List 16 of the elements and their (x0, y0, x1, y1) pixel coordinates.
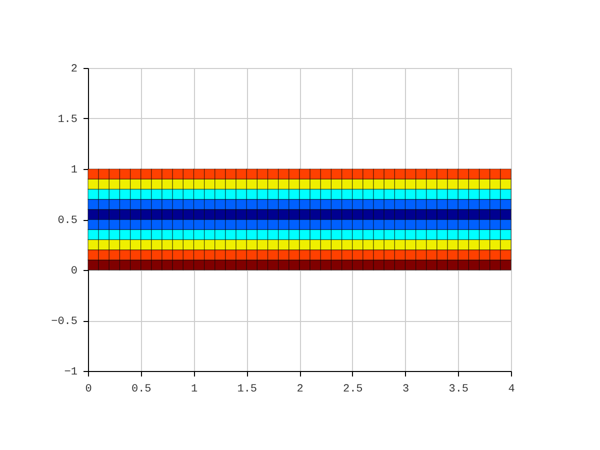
y-tick-label: 1.5 (58, 114, 78, 126)
x-tick-label: 0.5 (131, 384, 152, 396)
y-tick-label: 0 (70, 266, 78, 278)
x-tick-label: 1 (190, 384, 198, 396)
x-tick-label: 1.5 (237, 384, 258, 396)
y-tick-label: −0.5 (51, 316, 78, 328)
x-tick-label: 4 (508, 384, 516, 396)
y-tick-label: −1 (64, 366, 78, 378)
y-tick-label: 1 (70, 164, 78, 176)
x-tick-label: 0 (85, 384, 92, 396)
y-tick-label: 0.5 (58, 215, 78, 227)
x-tick-label: 3 (402, 384, 410, 396)
x-tick-label: 2.5 (342, 384, 363, 396)
x-tick-label: 3.5 (448, 384, 469, 396)
y-tick-label: 2 (70, 64, 78, 76)
x-tick-label: 2 (296, 384, 304, 396)
